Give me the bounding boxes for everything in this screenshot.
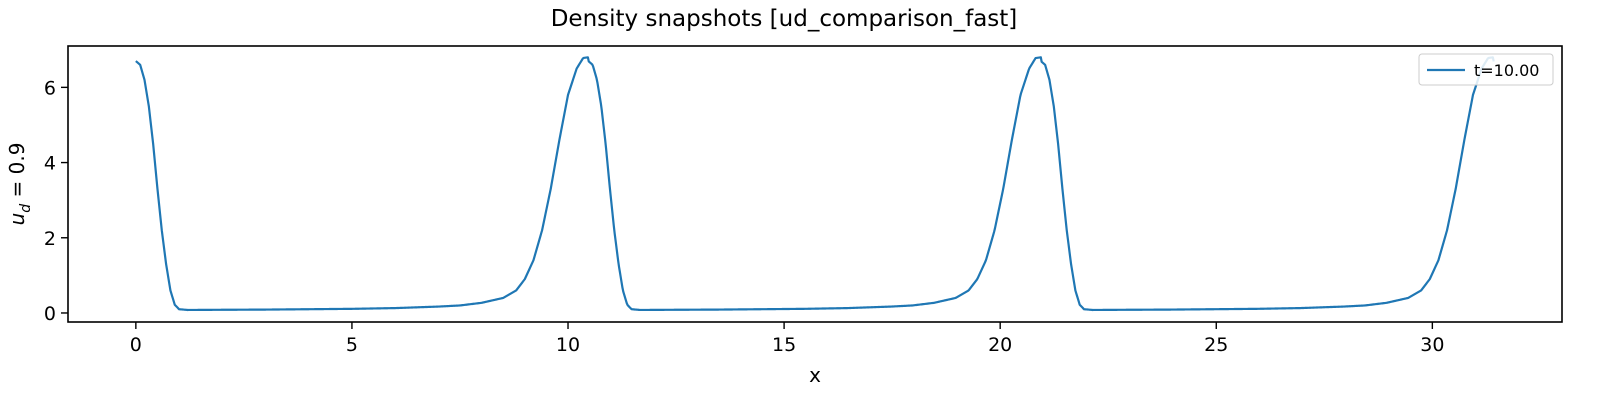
x-tick-label: 25	[1204, 334, 1228, 356]
y-axis-label-subscript: d	[18, 204, 34, 213]
x-tick-label: 0	[130, 334, 142, 356]
y-axis-label-main: u	[5, 213, 29, 226]
y-axis-label: ud = 0.9	[5, 143, 34, 226]
x-tick-label: 10	[556, 334, 580, 356]
legend-label-t-10: t=10.00	[1474, 61, 1539, 80]
plot-area	[67, 45, 1563, 323]
x-tick-label: 15	[772, 334, 796, 356]
legend: t=10.00	[1418, 53, 1554, 86]
y-axis-label-rest: = 0.9	[5, 143, 29, 204]
x-tick-label: 20	[988, 334, 1012, 356]
legend-box	[1418, 53, 1554, 86]
x-axis-label: x	[809, 363, 821, 387]
series-line-t-10	[135, 56, 1495, 312]
plot-frame	[67, 45, 1563, 323]
y-tick-label: 4	[44, 153, 56, 175]
y-tick-label: 0	[44, 303, 56, 325]
chart-title: Density snapshots [ud_comparison_fast]	[551, 6, 1018, 32]
y-tick-label: 6	[44, 77, 56, 99]
x-axis-ticks: 0 5 10 15 20 25 30	[130, 322, 1444, 356]
y-tick-label: 2	[44, 228, 56, 250]
x-tick-label: 30	[1420, 334, 1444, 356]
x-tick-label: 5	[346, 334, 358, 356]
y-axis-ticks: 0 2 4 6	[44, 77, 68, 325]
